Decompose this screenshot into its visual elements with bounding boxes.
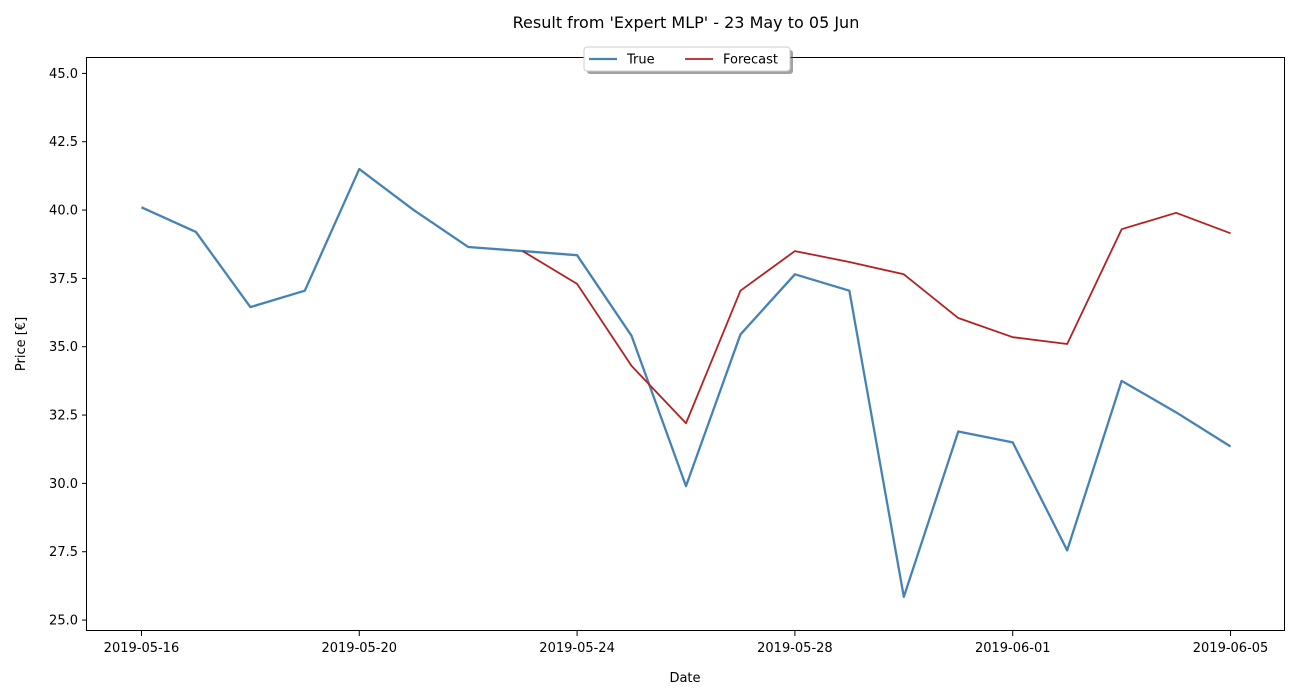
chart-title: Result from 'Expert MLP' - 23 May to 05 … [513, 13, 860, 32]
x-tick-label: 2019-06-01 [975, 641, 1051, 656]
y-tick-label: 32.5 [49, 409, 78, 424]
legend: True Forecast [583, 46, 793, 74]
y-axis-title: Price [€] [14, 317, 29, 371]
y-tick-label: 42.5 [49, 135, 78, 150]
x-tick-label: 2019-05-20 [321, 641, 397, 656]
y-tick-label: 25.0 [49, 614, 78, 629]
y-tick-label: 27.5 [49, 545, 78, 560]
y-tick-label: 30.0 [49, 477, 78, 492]
x-tick-label: 2019-05-24 [539, 641, 615, 656]
legend-label-true: True [626, 53, 655, 68]
y-axis: 25.0 27.5 30.0 32.5 35.0 37.5 40.0 42.5 45.0 [49, 67, 87, 629]
y-tick-label: 40.0 [49, 204, 78, 219]
series-line-forecast [522, 211, 1231, 425]
x-tick-label: 2019-05-16 [104, 641, 180, 656]
y-tick-label: 45.0 [49, 67, 78, 82]
legend-label-forecast: Forecast [723, 53, 778, 68]
plot-frame [86, 57, 1285, 631]
y-tick-label: 35.0 [49, 340, 78, 355]
series-layer [140, 167, 1232, 598]
y-tick-label: 37.5 [49, 272, 78, 287]
x-axis: 2019-05-16 2019-05-20 2019-05-24 2019-05-28… [104, 631, 1269, 656]
x-axis-title: Date [669, 671, 700, 686]
x-tick-label: 2019-05-28 [757, 641, 833, 656]
series-line-true [140, 167, 1232, 598]
x-tick-label: 2019-06-05 [1193, 641, 1269, 656]
